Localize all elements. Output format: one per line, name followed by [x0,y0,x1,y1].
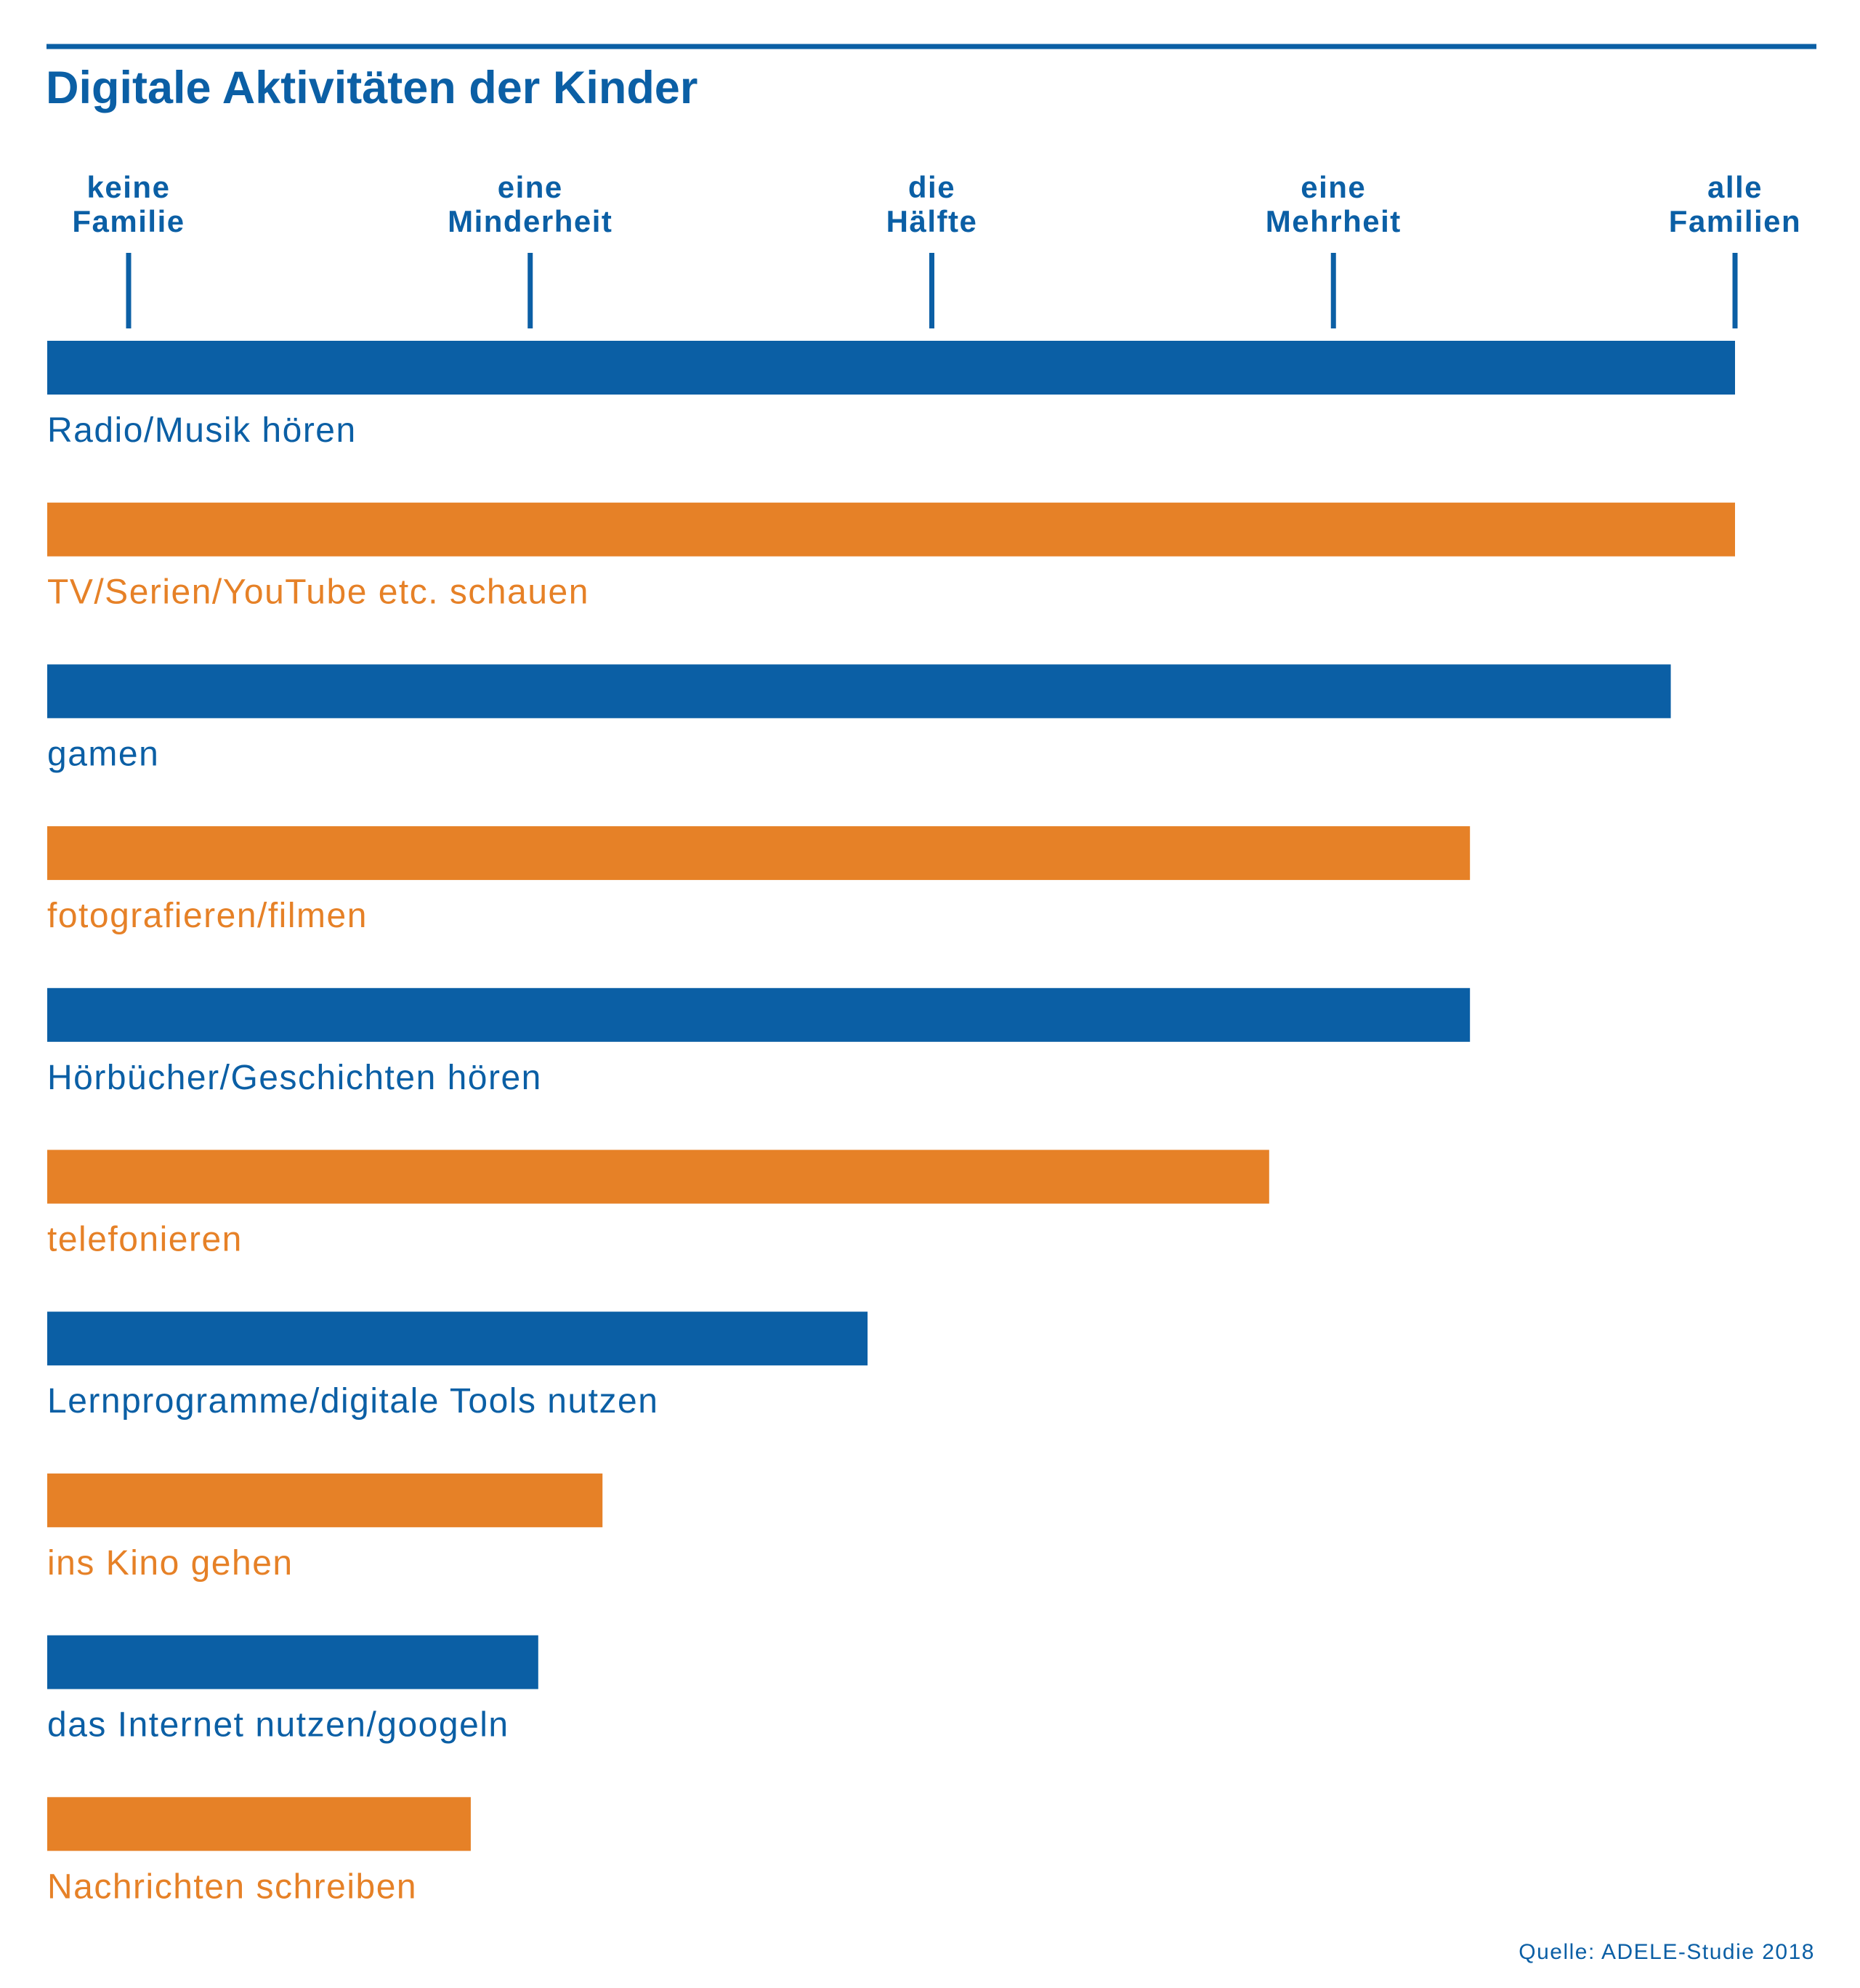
bar-9 [47,1797,471,1851]
bar-label-5: telefonieren [47,1221,243,1259]
bar-3 [47,826,1471,881]
bar-label-6: Lernprogramme/digitale Tools nutzen [47,1382,658,1421]
bar-label-4: Hörbücher/Geschichten hören [47,1059,542,1097]
bar-label-2: gamen [47,735,159,773]
bars: Radio/Musik hören TV/Serien/YouTube etc. … [47,341,1735,1906]
tick-label-1-line-1: Minderheit [448,204,612,238]
axis-ticks: keineFamilieeineMinderheitdieHälfteeineM… [72,170,1801,328]
bar-4 [47,987,1471,1042]
tick-label-2-line-1: Hälfte [886,204,978,238]
bar-label-3: fotografieren/filmen [47,897,368,935]
bar-7 [47,1473,603,1527]
tick-label-2-line-0: die [908,170,955,204]
tick-label-1-line-0: eine [498,170,563,204]
chart-title: Digitale Aktivitäten der Kinder [46,62,698,113]
bar-8 [47,1635,538,1689]
bar-label-8: das Internet nutzen/googeln [47,1706,509,1745]
tick-label-4-line-1: Familien [1669,204,1801,238]
source-note: Quelle: ADELE-Studie 2018 [1519,1940,1815,1964]
bar-1 [47,502,1735,557]
bar-label-9: Nachrichten schreiben [47,1867,417,1906]
bar-label-7: ins Kino gehen [47,1544,294,1583]
tick-label-0-line-0: keine [87,170,171,204]
bar-0 [47,341,1735,395]
tick-label-4-line-0: alle [1707,170,1763,204]
tick-label-3-line-0: eine [1301,170,1366,204]
bar-label-1: TV/Serien/YouTube etc. schauen [47,573,589,612]
tick-label-0-line-1: Familie [72,204,185,238]
bar-6 [47,1312,868,1366]
tick-label-3-line-1: Mehrheit [1266,204,1402,238]
bar-2 [47,664,1671,719]
bar-5 [47,1149,1269,1204]
bar-label-0: Radio/Musik hören [47,411,357,450]
